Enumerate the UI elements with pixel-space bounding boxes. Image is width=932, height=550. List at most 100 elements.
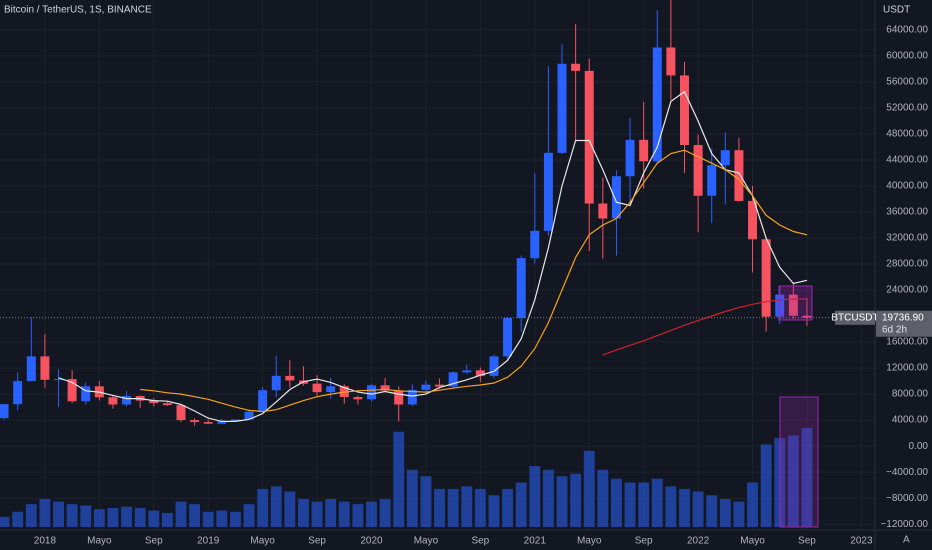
volume-bar bbox=[434, 488, 445, 527]
volume-bar bbox=[148, 510, 160, 527]
volume-bar bbox=[760, 444, 772, 527]
x-tick-label: 2023 bbox=[850, 536, 873, 547]
candle-body bbox=[122, 396, 132, 405]
volume-bar bbox=[12, 511, 24, 527]
volume-bar bbox=[502, 488, 514, 527]
candle-body bbox=[54, 379, 64, 381]
volume-bar bbox=[161, 513, 173, 527]
x-tick-label: Sep bbox=[635, 536, 653, 547]
symbol-label-box bbox=[835, 310, 875, 325]
volume-bar bbox=[801, 427, 813, 527]
candle-body bbox=[748, 200, 758, 240]
candle-body bbox=[380, 385, 390, 391]
volume-bar bbox=[107, 507, 119, 527]
x-tick-label: Sep bbox=[471, 536, 489, 547]
volume-bar bbox=[175, 501, 187, 527]
volume-bar bbox=[706, 495, 718, 527]
volume-bar bbox=[0, 516, 10, 527]
candle-body bbox=[81, 386, 91, 402]
candle-body bbox=[176, 405, 186, 421]
drawing-box bbox=[779, 396, 819, 528]
y-tick-label: 24000.00 bbox=[886, 285, 928, 296]
volume-bar bbox=[420, 476, 432, 527]
volume-bar bbox=[338, 501, 350, 527]
candle-body bbox=[244, 411, 254, 420]
candle-body bbox=[40, 356, 50, 380]
volume-bar bbox=[311, 501, 323, 527]
y-tick-label: 48000.00 bbox=[886, 129, 928, 140]
y-tick-label: 32000.00 bbox=[886, 233, 928, 244]
volume-bar bbox=[25, 504, 37, 527]
volume-bar bbox=[189, 504, 201, 527]
volume-bar bbox=[270, 486, 282, 527]
volume-bar bbox=[542, 469, 554, 527]
y-tick-label: 52000.00 bbox=[886, 103, 928, 114]
volume-bar bbox=[325, 499, 337, 527]
volume-bar bbox=[488, 495, 500, 527]
candle-body bbox=[679, 75, 689, 146]
x-tick-label: Sep bbox=[798, 536, 816, 547]
volume-bar bbox=[39, 499, 51, 527]
candle-body bbox=[598, 203, 608, 219]
y-tick-label: −12000.00 bbox=[880, 519, 928, 530]
candle-body bbox=[720, 150, 730, 166]
candle-body bbox=[557, 63, 567, 153]
candle-body bbox=[775, 294, 785, 317]
candle-body bbox=[571, 63, 581, 71]
volume-bar bbox=[597, 469, 609, 527]
axis-unit: USDT bbox=[883, 5, 910, 16]
y-tick-label: 44000.00 bbox=[886, 155, 928, 166]
volume-bar bbox=[556, 476, 568, 527]
candle-body bbox=[802, 315, 812, 318]
candle-body bbox=[693, 145, 703, 196]
candle-body bbox=[407, 389, 417, 405]
candle-body bbox=[761, 239, 771, 317]
candle-body bbox=[625, 139, 635, 177]
candle-body bbox=[421, 384, 431, 390]
x-tick-label: Mayo bbox=[250, 536, 275, 547]
candle-body bbox=[707, 165, 717, 196]
y-tick-label: 56000.00 bbox=[886, 77, 928, 88]
auto-scale[interactable]: A bbox=[903, 535, 910, 546]
candle-body bbox=[312, 383, 322, 393]
y-tick-label: 0.00 bbox=[909, 441, 929, 452]
volume-bar bbox=[406, 469, 418, 527]
x-tick-label: Mayo bbox=[414, 536, 439, 547]
volume-bar bbox=[229, 511, 241, 527]
candle-body bbox=[666, 47, 676, 76]
candle-body bbox=[489, 356, 499, 376]
volume-bar bbox=[366, 501, 377, 527]
candle-body bbox=[530, 230, 540, 259]
price-label-box bbox=[876, 310, 932, 337]
candle-body bbox=[258, 390, 268, 412]
moving-average bbox=[140, 149, 808, 413]
volume-bar bbox=[93, 509, 105, 527]
volume-bar bbox=[393, 431, 405, 527]
y-tick-label: 36000.00 bbox=[886, 207, 928, 218]
volume-bar bbox=[692, 491, 704, 527]
candle-body bbox=[149, 400, 159, 404]
y-tick-label: 28000.00 bbox=[886, 259, 928, 270]
countdown-label: 6d 2h bbox=[882, 324, 907, 335]
candle-body bbox=[0, 404, 9, 419]
volume-bar bbox=[257, 488, 269, 527]
x-tick-label: Mayo bbox=[87, 536, 112, 547]
y-tick-label: 64000.00 bbox=[886, 25, 928, 36]
x-tick-label: Mayo bbox=[577, 536, 602, 547]
y-tick-label: −8000.00 bbox=[886, 493, 928, 504]
candle-body bbox=[611, 176, 621, 219]
candle-body bbox=[190, 420, 200, 423]
y-tick-label: 40000.00 bbox=[886, 181, 928, 192]
candle-body bbox=[788, 294, 798, 316]
x-tick-label: Sep bbox=[145, 536, 163, 547]
volume-bar bbox=[80, 505, 92, 527]
y-tick-label: 60000.00 bbox=[886, 51, 928, 62]
y-tick-label: 12000.00 bbox=[886, 363, 928, 374]
candle-body bbox=[639, 139, 649, 162]
volume-bar bbox=[679, 488, 690, 527]
x-tick-label: 2018 bbox=[34, 536, 57, 547]
volume-bar bbox=[474, 488, 486, 527]
price-label: 19736.90 bbox=[882, 312, 924, 323]
volume-bar bbox=[665, 486, 677, 527]
